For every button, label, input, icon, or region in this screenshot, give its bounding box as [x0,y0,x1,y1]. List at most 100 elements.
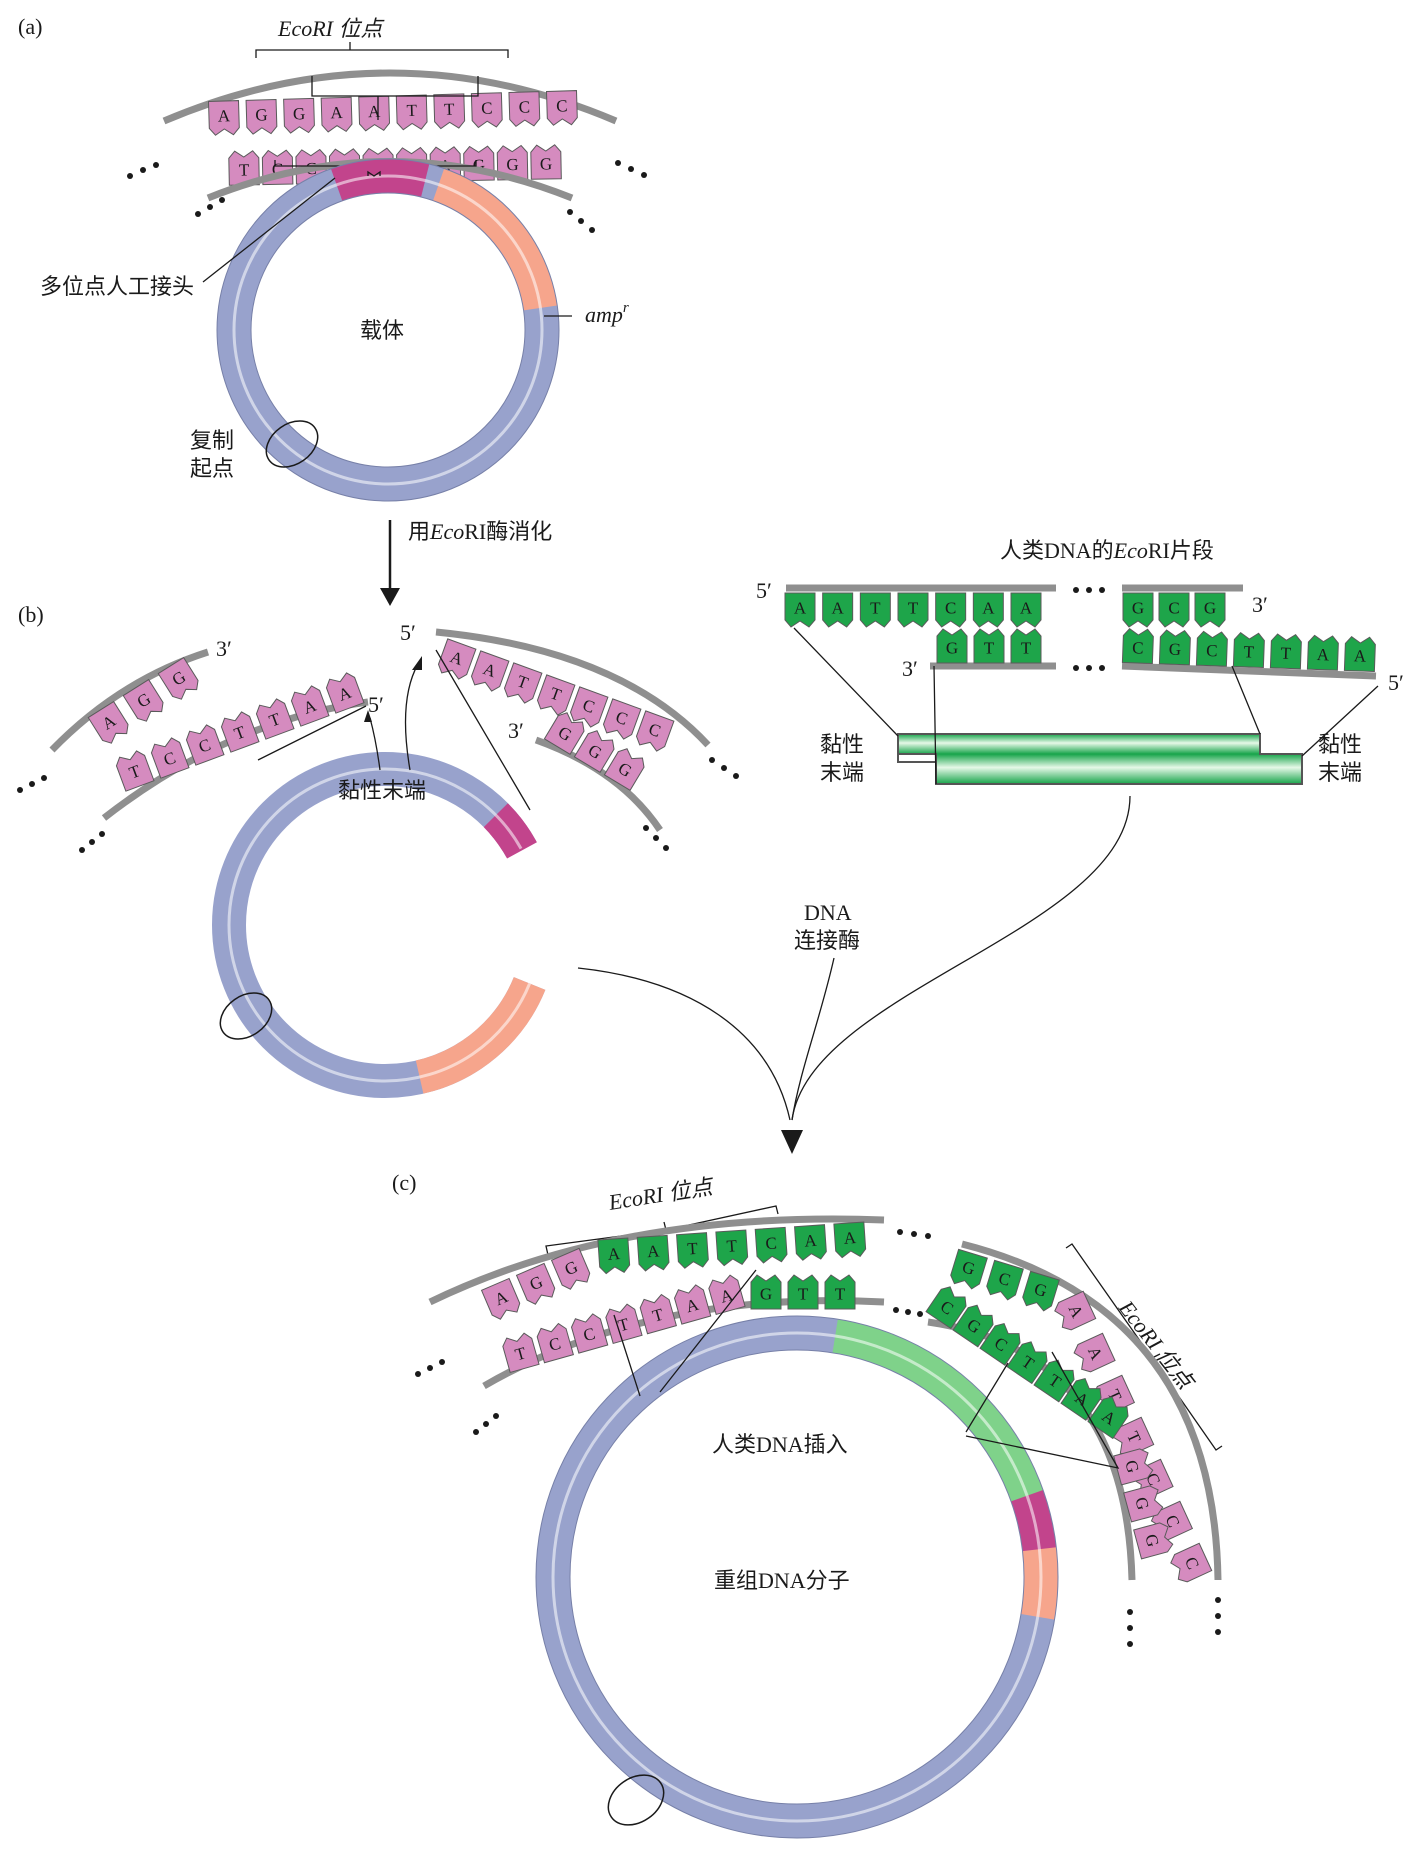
vector-label: 载体 [360,318,404,343]
fragment-base-bottom-right-tile: G [1158,629,1191,666]
fragment-base-top-left-letter: T [908,599,919,618]
fragment-base-top-right-shape [1158,592,1190,628]
recombinant-base-bottom-right-human-shape [1006,1341,1048,1385]
fragment-base-top-left-letter: T [870,599,881,618]
fragment-base-bottom-right-tile: C [1121,628,1154,665]
recombinant-base-bottom-right-vector-letter: G [1121,1458,1143,1475]
recombinant-base-bottom-vector-tile: A [708,1274,746,1316]
vector-base-b-left-bottom-tile: T [220,711,260,753]
fragment-bottom-backbone-right [1121,662,1377,680]
vector-base-b-right-bottom-tile: G [573,730,615,773]
vector-base-a-top-shape [320,96,353,133]
ellipsis-dots-a [127,160,647,233]
recombinant-base-bottom-right-human-shape [925,1286,967,1330]
vector-base-b-left-bottom-tile: T [255,698,295,740]
sticky-end-arrowhead-1 [364,710,372,722]
recombinant-base-bottom-right-human-shape [979,1322,1021,1366]
recombinant-base-top-human-letter: A [804,1231,818,1251]
vector-base-b-right-top-tile: C [635,710,675,752]
vector-base-b-right-top-tile: T [536,674,576,716]
recombinant-base-top-human-shape [715,1229,749,1267]
vector-base-a-bottom-tile: T [228,150,260,186]
fragment-base-top-right-tile: G [1194,592,1226,628]
vector-base-b-right-top-tile: C [569,686,609,728]
vector-base-b-left-bottom-shape [185,724,225,766]
fragment-base-top-left-tile: C [935,592,967,628]
fragment-base-bottom-right-shape [1232,632,1265,669]
recombinant-base-bottom-human-tile: G [750,1274,782,1310]
recombinant-plasmid [535,1315,1059,1839]
vector-base-a-top-tile: C [470,92,503,129]
recombinant-base-bottom-human-shape [824,1274,856,1310]
fragment-base-top-right-letter: G [1204,599,1216,618]
vector-base-b-right-bottom-tile: G [543,712,585,755]
recombinant-base-bottom-vector-tile: T [502,1332,540,1374]
vector-base-a-top-shape [245,98,278,135]
ligase-arrowhead [781,1130,803,1154]
vector-base-a-bottom-letter: G [540,154,553,173]
vector-base-a-top-tile: T [433,93,466,130]
vector-base-b-right-top-shape [536,674,576,716]
recombinant-base-top-right-vector-tile: T [1112,1416,1155,1457]
vector-plasmid-a [216,158,560,502]
vector-base-a-top-shape [207,100,240,136]
fragment-cylinder [897,733,1303,785]
ecori-site-bracket-a [255,42,509,58]
recombinant-link-lines [613,1269,1120,1469]
vector-base-b-left-bottom-tile: C [185,724,225,766]
recombinant-base-top-right-vector-tile: A [1073,1332,1116,1373]
vector-base-b-right-top-tile: C [602,698,642,740]
fragment-projection-lines [793,627,1379,785]
vector-base-a-top-tile: G [245,98,278,135]
recombinant-base-top-right-vector-tile: C [1170,1542,1213,1583]
right-cut-link-line [435,649,531,811]
vector-base-a-bottom-tile: G [530,144,562,180]
amp-label: ampr [585,300,629,327]
recombinant-top-backbone-left [428,1215,885,1306]
recombinant-base-bottom-right-vector-tile: G [1123,1485,1164,1523]
vector-base-b-right-top-shape [569,686,609,728]
fragment-base-top-left-letter: C [945,599,956,618]
recombinant-base-top-human-shape [833,1221,867,1259]
vector-base-a-top-shape [395,94,428,131]
recombinant-base-bottom-vector-tile: C [570,1313,609,1354]
fragment-base-top-left-tile: A [784,592,816,628]
panel-a-label: (a) [18,14,42,39]
recombinant-base-top-right-human-tile: G [950,1248,988,1290]
fragment-base-bottom-left-letter: G [946,639,958,658]
fragment-base-top-right-letter: C [1168,599,1179,618]
vector-base-a-top-letter: G [293,104,306,123]
fragment-ellipsis [1073,587,1105,671]
fragment-base-bottom-right-letter: T [1280,644,1292,663]
recombinant-base-bottom-human-letter: T [835,1285,846,1304]
left-end-top-bases-b: AGG [87,656,199,744]
recombinant-base-top-right-human-tile: C [986,1259,1024,1301]
fragment-base-top-left-letter: A [832,599,845,618]
fragment-title: 人类DNA的EcoRI片段 [1000,538,1214,563]
recombinant-base-bottom-vector-shape [639,1293,677,1335]
sticky-end-arrow-2 [404,663,419,771]
recombinant-base-bottom-right-vector-shape [1133,1522,1174,1560]
recombinant-base-bottom-right-human-shape [1087,1396,1129,1440]
human-fragment: 人类DNA的EcoRI片段 5′ 3′ 3′ 5′ A A T T C A A G T T G C… [756,538,1404,785]
fragment-base-bottom-right-tile: A [1343,636,1376,673]
vector-base-a-top-tile: G [283,97,315,134]
fragment-base-top-right-shape [1194,592,1226,628]
recombinant-base-top-human-letter: A [646,1241,660,1261]
vector-base-a-top-letter: G [255,105,268,124]
fragment-base-bottom-left-letter: T [1021,639,1032,658]
end-3-left-b: 3′ [216,636,232,661]
digest-step: 用EcoRI酶消化 [380,519,552,606]
fragment-base-top-left-tile: A [822,592,854,628]
recombinant-base-top-right-vector-shape [1170,1542,1213,1583]
vector-base-b-left-bottom-shape [325,672,365,714]
fragment-base-bottom-right-shape [1121,628,1154,665]
recombinant-base-top-right-vector-shape [1073,1332,1116,1373]
recombinant-base-top-right-human-tile: G [1022,1270,1060,1312]
recombinant-base-top-human-shape [636,1234,670,1272]
